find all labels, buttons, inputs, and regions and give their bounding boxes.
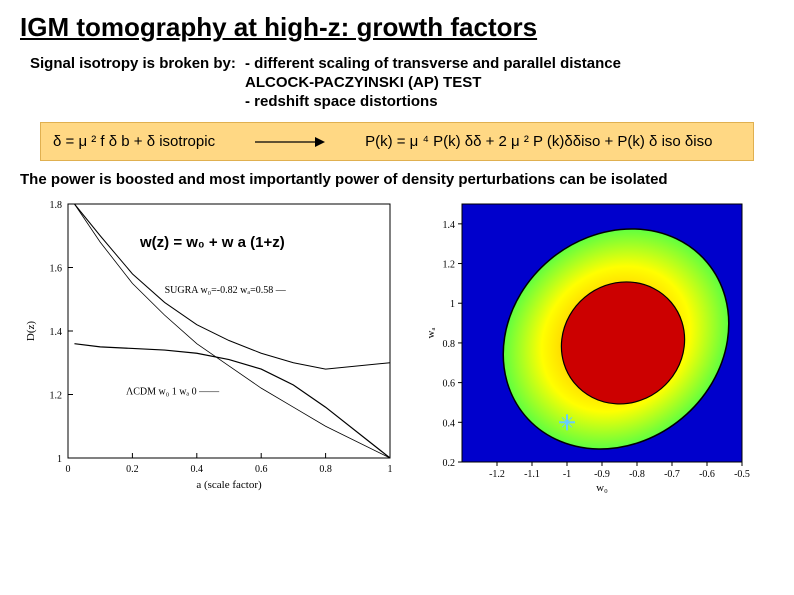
intro-lead: Signal isotropy is broken by: xyxy=(30,55,245,112)
intro-block: Signal isotropy is broken by: - differen… xyxy=(30,55,774,112)
intro-item-2: ALCOCK-PACZYINSKI (AP) TEST xyxy=(245,74,621,91)
equation-right: P(k) = μ ⁴ P(k) δδ + 2 μ ² P (k)δδiso + … xyxy=(365,133,712,150)
arrow-icon xyxy=(255,135,325,149)
intro-item-3: - redshift space distortions xyxy=(245,93,621,110)
svg-text:ΛCDM w₀ 1 wₐ 0 ——: ΛCDM w₀ 1 wₐ 0 —— xyxy=(126,387,220,398)
svg-text:1.4: 1.4 xyxy=(50,327,63,338)
svg-text:-0.6: -0.6 xyxy=(699,469,715,480)
intro-items: - different scaling of transverse and pa… xyxy=(245,55,621,112)
svg-text:0.8: 0.8 xyxy=(443,339,456,350)
svg-text:0: 0 xyxy=(66,464,71,475)
svg-text:-0.7: -0.7 xyxy=(664,469,680,480)
svg-text:-1.1: -1.1 xyxy=(524,469,540,480)
svg-text:1.8: 1.8 xyxy=(50,200,63,211)
svg-text:1.4: 1.4 xyxy=(443,220,456,231)
svg-text:1: 1 xyxy=(450,299,455,310)
page-title: IGM tomography at high-z: growth factors xyxy=(20,12,774,43)
svg-text:-0.9: -0.9 xyxy=(594,469,610,480)
svg-text:0.2: 0.2 xyxy=(126,464,138,475)
svg-text:1: 1 xyxy=(57,454,62,465)
left-figure: 0 0.2 0.4 0.6 0.8 1 1 1.2 1.4 1.6 1.8 a (scale fact… xyxy=(20,194,400,494)
right-figure: -1.2 -1.1 -1 -0.9 -0.8 -0.7 -0.6 -0.5 0.2 0.4 0.6 0… xyxy=(420,194,750,494)
svg-text:0.6: 0.6 xyxy=(443,379,456,390)
svg-text:-0.8: -0.8 xyxy=(629,469,645,480)
w-equation-label: w(z) = w₀ + w a (1+z) xyxy=(140,234,285,251)
svg-text:0.8: 0.8 xyxy=(319,464,332,475)
svg-text:1.2: 1.2 xyxy=(443,260,456,271)
svg-text:0.4: 0.4 xyxy=(443,418,456,429)
svg-text:0.4: 0.4 xyxy=(191,464,204,475)
svg-text:a (scale factor): a (scale factor) xyxy=(196,479,262,491)
figure-row: 0 0.2 0.4 0.6 0.8 1 1 1.2 1.4 1.6 1.8 a (scale fact… xyxy=(20,194,774,494)
svg-text:-1.2: -1.2 xyxy=(489,469,505,480)
equation-box: δ = μ ² f δ b + δ isotropic P(k) = μ ⁴ P… xyxy=(40,122,754,161)
intro-item-1: - different scaling of transverse and pa… xyxy=(245,55,621,72)
svg-text:0.6: 0.6 xyxy=(255,464,268,475)
svg-text:0.2: 0.2 xyxy=(443,458,456,469)
svg-text:-0.5: -0.5 xyxy=(734,469,750,480)
equation-left: δ = μ ² f δ b + δ isotropic xyxy=(53,133,215,150)
svg-text:1.2: 1.2 xyxy=(50,391,63,402)
boost-text: The power is boosted and most importantl… xyxy=(20,171,774,188)
svg-text:wₐ: wₐ xyxy=(425,328,437,339)
svg-text:D(z): D(z) xyxy=(25,321,37,341)
svg-text:1.6: 1.6 xyxy=(50,264,63,275)
svg-text:1: 1 xyxy=(388,464,393,475)
svg-text:-1: -1 xyxy=(563,469,571,480)
svg-text:w₀: w₀ xyxy=(596,482,608,494)
contour-heatmap-chart: -1.2 -1.1 -1 -0.9 -0.8 -0.7 -0.6 -0.5 0.2 0.4 0.6 0… xyxy=(420,194,750,494)
svg-text:SUGRA w₀=-0.82 wₐ=0.58 —: SUGRA w₀=-0.82 wₐ=0.58 — xyxy=(165,285,287,296)
